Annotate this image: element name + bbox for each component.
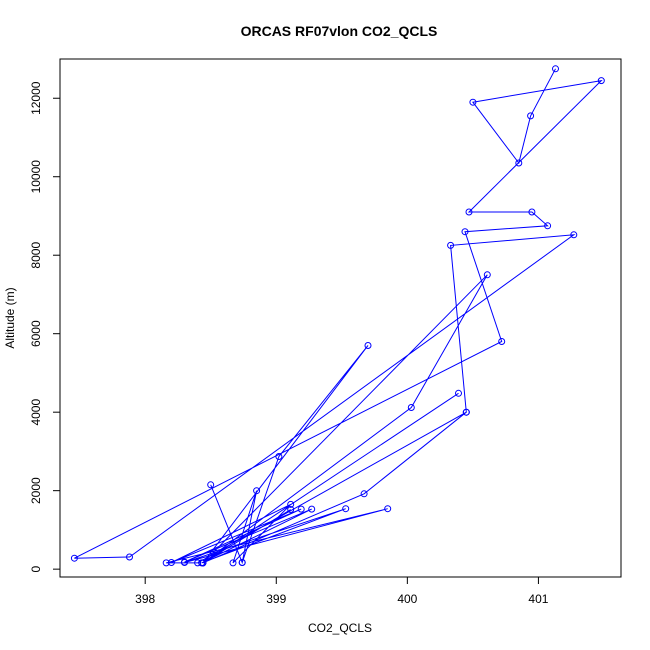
- data-point: [544, 222, 552, 230]
- x-tick-label: 398: [135, 592, 155, 606]
- data-point: [253, 487, 261, 495]
- data-point: [469, 98, 477, 106]
- y-tick-label: 12000: [29, 81, 43, 115]
- data-point: [238, 559, 246, 566]
- y-tick-label: 8000: [29, 242, 43, 269]
- data-point: [552, 65, 559, 73]
- x-axis: 398 399 400 401: [135, 576, 549, 606]
- data-point: [465, 208, 473, 216]
- data-point: [407, 404, 415, 411]
- y-tick-label: 0: [29, 565, 43, 572]
- data-point: [360, 490, 368, 498]
- series-layer: [70, 65, 605, 567]
- data-point: [597, 77, 605, 85]
- data-point: [498, 338, 506, 345]
- data-point: [384, 505, 392, 513]
- data-point: [342, 505, 350, 513]
- data-point: [194, 559, 202, 567]
- data-point: [364, 342, 372, 349]
- data-point: [181, 558, 188, 566]
- data-point: [308, 505, 316, 513]
- data-point: [207, 481, 215, 489]
- data-point: [515, 159, 523, 167]
- data-point: [275, 453, 283, 460]
- chart-title: ORCAS RF07vlon CO2_QCLS: [241, 23, 438, 39]
- data-point: [297, 505, 305, 513]
- data-point: [461, 228, 469, 236]
- data-point: [570, 231, 578, 239]
- series-line: [74, 68, 603, 565]
- x-tick-label: 400: [397, 592, 417, 606]
- data-point: [455, 389, 462, 397]
- x-tick-label: 399: [266, 592, 286, 606]
- data-point: [527, 112, 535, 120]
- y-axis-label: Altitude (m): [3, 287, 17, 348]
- x-tick-label: 401: [528, 592, 548, 606]
- data-point: [199, 559, 207, 567]
- y-tick-label: 10000: [29, 160, 43, 194]
- y-tick-label: 2000: [29, 477, 43, 504]
- data-point: [126, 553, 133, 561]
- data-point: [287, 506, 295, 513]
- data-point: [528, 208, 536, 216]
- data-point: [70, 554, 78, 562]
- x-axis-label: CO2_QCLS: [308, 621, 372, 635]
- data-point: [167, 559, 175, 566]
- y-axis: 0 2000 4000 6000 8000 10000 12000: [29, 81, 61, 572]
- data-point: [229, 559, 237, 567]
- data-point: [462, 408, 470, 416]
- y-tick-label: 6000: [29, 320, 43, 347]
- data-point: [483, 271, 491, 279]
- data-point: [287, 500, 295, 508]
- y-tick-label: 4000: [29, 399, 43, 426]
- data-point: [162, 559, 170, 567]
- data-point: [447, 241, 455, 249]
